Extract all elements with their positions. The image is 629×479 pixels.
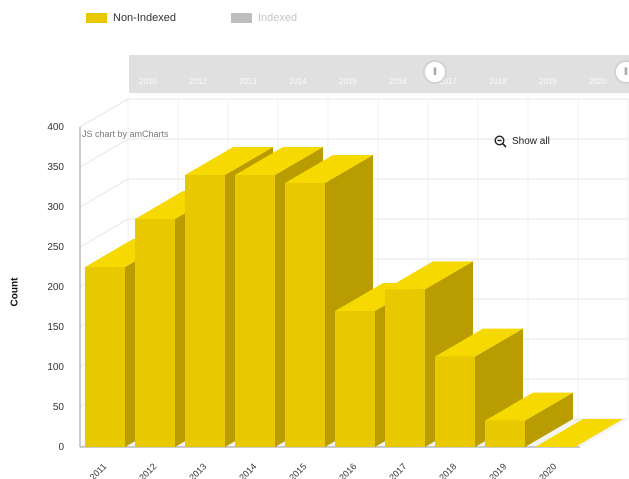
scrollbar-label: 2015 (339, 77, 357, 86)
legend-label: Indexed (258, 12, 298, 24)
show-all-button[interactable]: Show all (494, 135, 550, 148)
y-tick-label: 50 (53, 402, 65, 413)
x-tick-label: 2011 (88, 461, 109, 479)
x-tick-label: 2014 (237, 461, 258, 479)
bar (235, 175, 275, 447)
bar (335, 311, 375, 447)
scrollbar-label: 2010 (139, 77, 157, 86)
scrollbar-label: 2018 (489, 77, 507, 86)
legend-swatch (231, 13, 252, 23)
x-tick-label: 2019 (487, 461, 508, 479)
bar (135, 219, 175, 447)
y-tick-label: 250 (47, 242, 64, 253)
scrollbar-label: 2016 (389, 77, 407, 86)
x-tick-label: 2020 (537, 461, 558, 479)
y-tick-label: 150 (47, 322, 64, 333)
y-tick-label: 350 (47, 162, 64, 173)
scrollbar-label: 2012 (189, 77, 207, 86)
bar (85, 267, 125, 447)
scrollbar-preview-labels: 2010 2012 2013 2014 2015 2016 2017 2018 2019 2020 (129, 77, 629, 91)
bar-top (285, 155, 373, 183)
chart-scrollbar[interactable]: 2010 2012 2013 2014 2015 2016 2017 2018 2019 2020… (129, 55, 629, 93)
legend: Non-Indexed Indexed (86, 9, 352, 27)
bar (435, 356, 475, 447)
y-tick-label: 400 (47, 122, 64, 133)
grip-handle-icon[interactable]: ‖ (423, 60, 447, 84)
grid-line (79, 98, 628, 128)
x-tick-label: 2018 (437, 461, 458, 479)
x-tick-label: 2013 (187, 461, 208, 479)
x-tick-label: 2016 (337, 461, 358, 479)
y-tick-label: 200 (47, 282, 64, 293)
y-tick-label: 0 (58, 442, 64, 453)
y-tick-label: 100 (47, 362, 64, 373)
scrollbar-label: 2019 (539, 77, 557, 86)
y-axis-title: Count (9, 277, 21, 307)
grip-handle-icon[interactable]: ‖ (614, 60, 629, 84)
x-tick-label: 2015 (287, 461, 308, 479)
scrollbar-label: 2017 (439, 77, 457, 86)
bar-top (385, 261, 473, 290)
y-tick-label: 300 (47, 202, 64, 213)
legend-swatch (86, 13, 107, 23)
legend-item[interactable]: Indexed (231, 12, 297, 24)
bar-top (535, 419, 623, 447)
scrollbar-label: 2013 (239, 77, 257, 86)
bar (485, 420, 525, 447)
bar (185, 175, 225, 447)
bar-side (525, 392, 573, 447)
chart-credit-link[interactable]: JS chart by amCharts (82, 129, 169, 139)
legend-item[interactable]: Non-Indexed (86, 12, 176, 24)
bar (285, 183, 325, 447)
x-tick-label: 2012 (137, 461, 158, 479)
bar-top (485, 392, 573, 421)
zoom-out-icon (494, 135, 507, 148)
legend-label: Non-Indexed (113, 12, 176, 24)
bar-top (185, 147, 273, 175)
scrollbar-label: 2020 (589, 77, 607, 86)
bar-top (235, 147, 323, 175)
show-all-label: Show all (512, 136, 550, 147)
bar (385, 289, 425, 447)
bar-top (435, 328, 523, 357)
x-tick-label: 2017 (387, 461, 408, 479)
scrollbar-label: 2014 (289, 77, 307, 86)
